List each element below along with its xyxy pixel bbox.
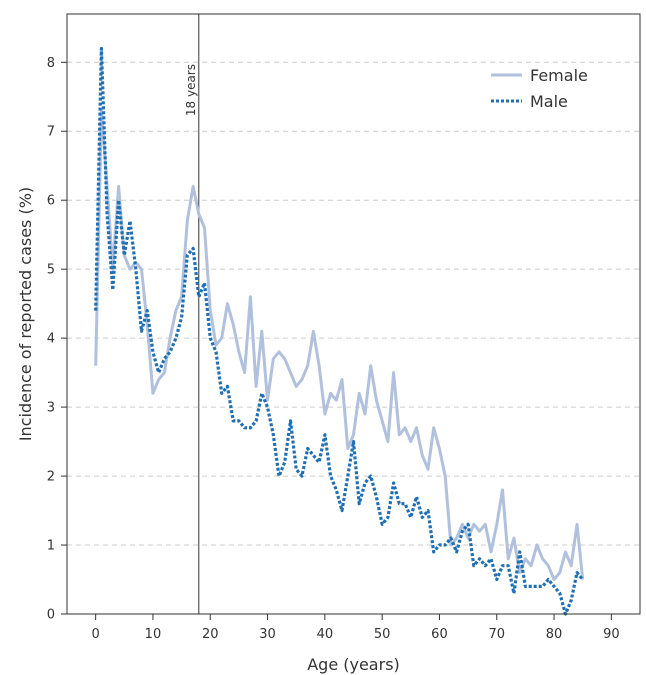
y-tick-label-6: 6 — [47, 194, 55, 209]
y-tick-label-7: 7 — [47, 125, 55, 140]
y-axis-title: Incidence of reported cases (%) — [16, 187, 35, 441]
y-tick-label-0: 0 — [47, 608, 55, 623]
legend: Female Male — [491, 66, 588, 111]
x-tick-label-40: 40 — [317, 627, 334, 642]
x-tick-label-0: 0 — [92, 627, 100, 642]
x-tick-label-50: 50 — [374, 627, 391, 642]
age-18-marker-label: 18 years — [184, 64, 198, 116]
y-axis-ticks: 0 1 2 3 4 5 6 7 8 — [47, 56, 67, 623]
series-line-male — [94, 46, 584, 616]
x-tick-label-70: 70 — [488, 627, 505, 642]
x-tick-label-90: 90 — [603, 627, 620, 642]
y-tick-label-8: 8 — [47, 56, 55, 71]
legend-label-female: Female — [530, 66, 588, 85]
y-tick-label-3: 3 — [47, 401, 55, 416]
x-axis-title: Age (years) — [307, 655, 400, 674]
series-line-female — [94, 109, 585, 581]
x-tick-label-10: 10 — [145, 627, 162, 642]
series-group — [94, 46, 585, 616]
y-tick-label-1: 1 — [47, 539, 55, 554]
x-tick-label-60: 60 — [431, 627, 448, 642]
x-axis-ticks: 0 10 20 30 40 50 60 70 80 90 — [92, 614, 620, 642]
y-tick-label-2: 2 — [47, 470, 55, 485]
grid-lines — [67, 61, 640, 546]
y-tick-label-5: 5 — [47, 263, 55, 278]
x-tick-label-20: 20 — [202, 627, 219, 642]
y-tick-label-4: 4 — [47, 332, 55, 347]
x-tick-label-30: 30 — [259, 627, 276, 642]
plot-frame — [66, 13, 641, 615]
x-tick-label-80: 80 — [546, 627, 563, 642]
legend-label-male: Male — [530, 92, 568, 111]
